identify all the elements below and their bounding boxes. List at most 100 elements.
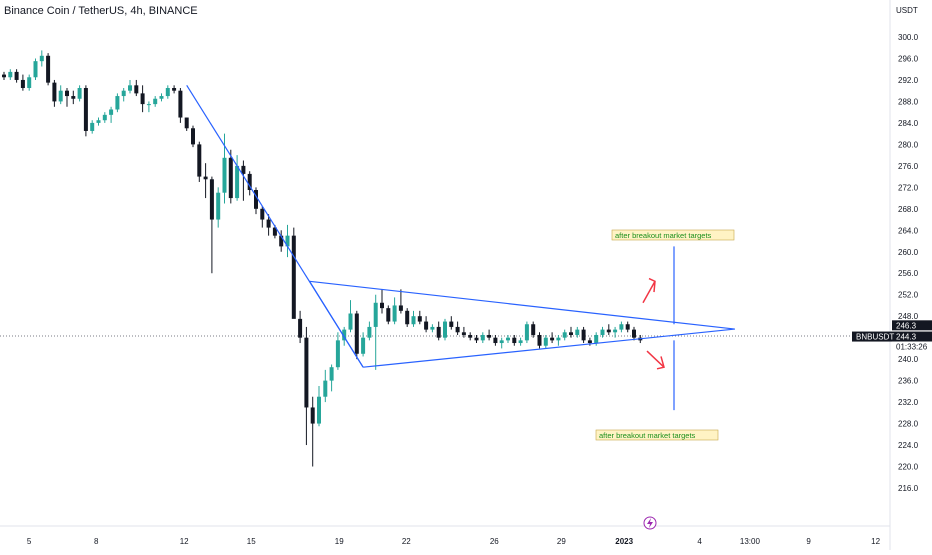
candle-body <box>222 157 227 193</box>
candle-body <box>562 332 567 338</box>
y-tick-label: 272.0 <box>898 183 919 192</box>
candle-body <box>461 332 466 335</box>
y-tick-label: 264.0 <box>898 226 919 235</box>
candle-body <box>417 316 422 322</box>
candle-body <box>380 302 384 309</box>
candle-body <box>159 96 164 99</box>
candle-body <box>298 318 303 338</box>
candle-body <box>405 310 410 325</box>
y-tick-label: 236.0 <box>898 377 919 386</box>
candle-body <box>203 176 208 180</box>
x-tick-label: 8 <box>94 537 99 546</box>
candle-body <box>14 71 19 80</box>
candle-body <box>304 337 309 408</box>
candle-body <box>121 90 126 97</box>
x-tick-label: 12 <box>180 537 189 546</box>
candle-body <box>575 329 580 335</box>
last-price-tag: 244.3 <box>896 333 917 342</box>
candle-body <box>20 79 25 89</box>
candle-body <box>367 326 372 338</box>
symbol-tag: BNBUSDT <box>856 333 894 342</box>
x-tick-label: 29 <box>557 537 566 546</box>
candle-body <box>449 321 454 327</box>
y-tick-label: 296.0 <box>898 54 919 63</box>
candle-body <box>279 235 284 247</box>
x-tick-label: 2023 <box>615 537 633 546</box>
candle-body <box>310 407 315 424</box>
candle-body <box>77 88 82 99</box>
candle-body <box>134 85 139 94</box>
candle-body <box>569 332 573 335</box>
candle-body <box>184 117 189 129</box>
candle-body <box>329 367 334 381</box>
candle-body <box>109 109 114 115</box>
candle-body <box>90 122 95 131</box>
candle-body <box>58 90 63 102</box>
y-tick-label: 268.0 <box>898 205 919 214</box>
candle-body <box>96 120 101 123</box>
candle-body <box>342 329 347 341</box>
candle-body <box>128 85 132 91</box>
candle-body <box>260 208 265 220</box>
last-price-tag-bg <box>892 331 932 342</box>
countdown-tag: 01:33:26 <box>896 343 928 352</box>
candle-body <box>550 337 555 341</box>
high-price-tag-bg <box>892 320 932 331</box>
triangle-lower-line[interactable] <box>363 328 735 368</box>
down-right-arrow-icon <box>646 350 665 370</box>
candle-body <box>373 302 378 327</box>
candle-body <box>216 192 221 220</box>
candle-body <box>291 235 296 319</box>
candle-body <box>487 334 492 338</box>
candle-body <box>581 329 586 341</box>
chart-title: Binance Coin / TetherUS, 4h, BINANCE <box>4 5 198 17</box>
lower-target-label: after breakout market targets <box>599 431 696 440</box>
candle-body <box>386 308 391 322</box>
triangle-upper-line[interactable] <box>309 280 735 330</box>
y-tick-label: 276.0 <box>898 162 919 171</box>
candle-body <box>556 337 561 341</box>
high-price-tag: 246.3 <box>896 321 917 330</box>
up-right-arrow-icon <box>642 277 656 304</box>
candle-body <box>474 337 479 341</box>
candle-body <box>83 88 88 131</box>
y-tick-label: 248.0 <box>898 312 919 321</box>
candle-body <box>27 77 32 89</box>
lightning-bolt <box>647 518 653 528</box>
candle-body <box>52 82 57 102</box>
candle-body <box>2 74 6 78</box>
candle-body <box>241 165 246 174</box>
candle-body <box>153 98 158 105</box>
y-tick-label: 288.0 <box>898 97 919 106</box>
candle-body <box>348 313 353 330</box>
x-tick-label: 5 <box>27 537 32 546</box>
candle-body <box>430 326 435 330</box>
candle-body <box>209 179 214 220</box>
x-tick-label: 9 <box>806 537 811 546</box>
lower-target-label-bg <box>595 429 719 441</box>
candle-body <box>518 340 523 344</box>
triangle-left-edge[interactable] <box>309 280 364 368</box>
x-tick-label: 22 <box>402 537 411 546</box>
candle-body <box>361 337 366 354</box>
candle-body <box>411 316 416 325</box>
symbol-tag-bg <box>852 331 892 342</box>
candle-body <box>499 340 504 344</box>
y-tick-label: 228.0 <box>898 420 919 429</box>
candle-body <box>46 55 51 83</box>
candle-body <box>335 340 340 368</box>
candle-body <box>493 337 498 344</box>
y-tick-label: 300.0 <box>898 33 919 42</box>
y-tick-label: 220.0 <box>898 463 919 472</box>
candle-body <box>146 104 151 106</box>
candle-body <box>506 337 510 341</box>
candle-body <box>424 321 429 330</box>
candle-body <box>8 71 13 78</box>
y-tick-label: 232.0 <box>898 398 919 407</box>
countdown-tag-bg <box>892 341 932 352</box>
candle-body <box>619 324 624 330</box>
candle-body <box>512 337 517 344</box>
x-tick-label: 13:00 <box>740 537 761 546</box>
